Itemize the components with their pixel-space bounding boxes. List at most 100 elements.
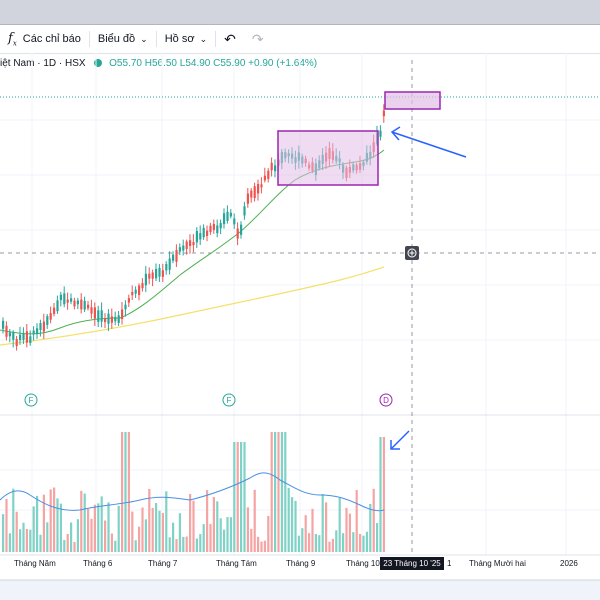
volume-bar: [161, 513, 164, 552]
volume-bar: [267, 515, 270, 552]
volume-bar: [308, 533, 311, 552]
volume-bar: [8, 533, 11, 552]
volume-bar: [97, 503, 100, 552]
volume-bar: [172, 522, 175, 552]
candle-body: [195, 231, 198, 243]
candle-body: [202, 227, 205, 238]
volume-arrow[interactable]: [390, 430, 410, 450]
candle-body: [151, 272, 154, 279]
candle-body: [229, 212, 232, 217]
volume-bar: [117, 505, 120, 552]
candle-body: [226, 211, 229, 221]
volume-bar: [138, 526, 141, 552]
volume-bar: [185, 536, 188, 552]
candle-body: [76, 300, 79, 305]
volume-bar: [127, 432, 130, 552]
volume-bar: [321, 494, 324, 552]
volume-bar: [297, 535, 300, 552]
candle-body: [19, 334, 22, 341]
volume-bar: [73, 541, 76, 552]
candle-body: [379, 130, 382, 137]
volume-bar: [124, 432, 127, 552]
volume-bar: [56, 498, 59, 552]
volume-bar: [284, 432, 287, 552]
event-marker-f2[interactable]: F: [222, 393, 236, 407]
volume-series: [2, 432, 385, 552]
volume-bar: [243, 442, 246, 552]
volume-bar: [49, 489, 52, 552]
ma-long-line: [0, 266, 385, 346]
volume-bar: [121, 432, 124, 552]
volume-bar: [104, 520, 107, 552]
x-axis-label-aug: Tháng Tám: [216, 559, 257, 568]
volume-bar: [376, 523, 379, 552]
candle-body: [97, 310, 100, 323]
x-axis-label-sep: Tháng 9: [286, 559, 316, 568]
event-marker-d[interactable]: D: [379, 393, 393, 407]
candle-body: [5, 325, 8, 337]
volume-bar: [216, 501, 219, 552]
volume-bar: [287, 487, 290, 552]
indicators-button[interactable]: fx Các chỉ báo: [0, 25, 89, 53]
candle-body: [161, 270, 164, 277]
volume-bar: [348, 513, 351, 552]
price-arrow[interactable]: [390, 126, 467, 158]
volume-bar: [39, 534, 42, 552]
volume-bar: [229, 517, 232, 552]
symbol-name[interactable]: iệt Nam · 1D · HSX: [0, 58, 86, 69]
toolbar-separator: [88, 31, 90, 47]
candle-body: [155, 268, 158, 279]
volume-bar: [304, 515, 307, 552]
volume-bar: [359, 533, 362, 552]
volume-bar: [240, 442, 243, 552]
ohlc-values: O55.70 H56.50 L54.90 C55.90 +0.90 (+1.64…: [109, 58, 317, 69]
volume-bar: [165, 491, 168, 552]
volume-bar: [151, 507, 154, 552]
high-value: H56.50: [144, 58, 177, 69]
volume-bar: [311, 508, 314, 552]
volume-bar: [270, 432, 273, 552]
volume-bar: [325, 502, 328, 552]
redo-button[interactable]: ↷: [244, 25, 272, 53]
profile-menu-button[interactable]: Hồ sơ ⌄: [157, 25, 215, 53]
volume-bar: [25, 529, 28, 552]
volume-bar: [5, 499, 8, 552]
undo-button[interactable]: ↶: [216, 25, 244, 53]
change-value: +0.90 (+1.64%): [248, 58, 318, 69]
volume-bar: [314, 533, 317, 552]
toolbar-separator: [215, 31, 217, 47]
event-marker-f1[interactable]: F: [24, 393, 38, 407]
volume-bar: [253, 489, 256, 552]
consolidation-box[interactable]: [277, 130, 379, 186]
candle-body: [209, 225, 212, 232]
volume-bar: [195, 538, 198, 552]
volume-bar: [32, 506, 35, 552]
volume-bar: [257, 536, 260, 552]
candle-body: [93, 307, 96, 319]
volume-bar: [246, 507, 249, 552]
volume-bar: [53, 487, 56, 552]
low-value: L54.90: [179, 58, 211, 69]
candle-body: [29, 336, 32, 343]
crosshair-plus-button[interactable]: [405, 246, 419, 260]
svg-text:23 Tháng 10 '25: 23 Tháng 10 '25: [383, 559, 441, 568]
candle-body: [42, 321, 45, 332]
candle-body: [124, 304, 127, 310]
volume-bar: [202, 524, 205, 552]
volume-bar: [372, 488, 375, 552]
profile-menu-label: Hồ sơ: [164, 33, 195, 45]
candle-body: [168, 258, 171, 270]
candle-body: [83, 300, 86, 310]
volume-bar: [22, 522, 25, 552]
window-top-band: [0, 0, 600, 24]
chart-menu-button[interactable]: Biểu đồ ⌄: [90, 25, 156, 53]
volume-bar: [226, 517, 229, 552]
volume-bar: [328, 541, 331, 552]
candle-body: [270, 162, 273, 171]
candle-body: [263, 175, 266, 181]
volume-bar: [155, 503, 158, 552]
breakout-box[interactable]: [384, 91, 441, 110]
svg-text:F: F: [227, 396, 232, 405]
candle-body: [165, 263, 168, 271]
